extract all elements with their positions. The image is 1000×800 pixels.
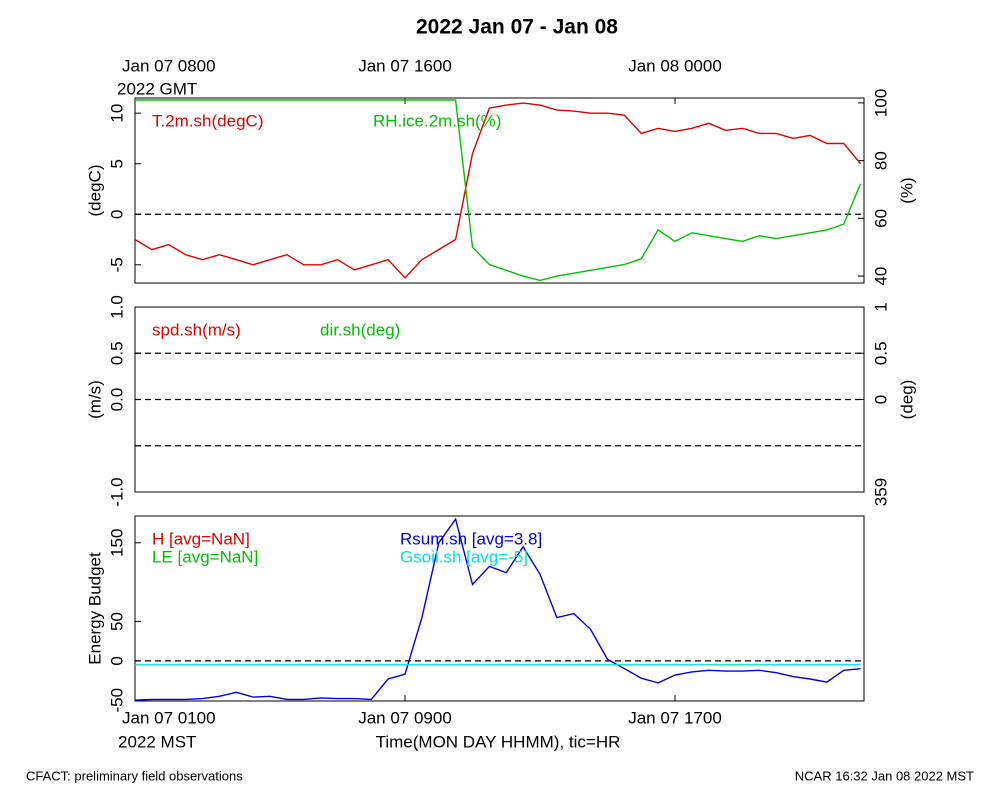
- x2-note: 2022 GMT: [117, 79, 197, 98]
- footer-right: NCAR 16:32 Jan 08 2022 MST: [795, 768, 974, 783]
- x2-tick-label: Jan 07 0800: [122, 56, 216, 75]
- x-tick-label: Jan 07 0900: [358, 708, 452, 727]
- y2-tick-label: 1: [871, 302, 890, 311]
- y-tick-label: 50: [107, 612, 126, 631]
- y-tick-label: 0.5: [107, 341, 126, 365]
- series-line: [134, 517, 861, 701]
- y-tick-label: 0: [107, 210, 126, 219]
- legend-label: Rsum.sh [avg=3.8]: [400, 529, 542, 548]
- y2-tick-label: 359: [871, 478, 890, 506]
- y2-tick-label: 40: [871, 267, 890, 286]
- y2-axis-label: (deg): [897, 380, 916, 420]
- y-tick-label: 1.0: [107, 295, 126, 319]
- plot-frame: [134, 97, 865, 284]
- y-tick-label: 10: [107, 104, 126, 123]
- y-tick-label: -1.0: [107, 477, 126, 506]
- y-tick-label: 150: [107, 529, 126, 557]
- y2-tick-label: 100: [871, 89, 890, 117]
- chart-title: 2022 Jan 07 - Jan 08: [416, 16, 618, 39]
- x-tick-label: Jan 07 0100: [122, 708, 216, 727]
- y2-tick-label: 60: [871, 209, 890, 228]
- legend-label: spd.sh(m/s): [152, 320, 241, 339]
- plot-frame: [134, 515, 865, 702]
- y-tick-label: -50: [107, 688, 126, 713]
- x2-tick-label: Jan 07 1600: [358, 56, 452, 75]
- legend-label: LE [avg=NaN]: [152, 547, 258, 566]
- y-axis-label: Energy Budget: [85, 552, 104, 665]
- y-axis-label: (m/s): [85, 380, 104, 419]
- y-tick-label: -5: [107, 257, 126, 272]
- y2-tick-label: 80: [871, 151, 890, 170]
- legend-label: T.2m.sh(degC): [152, 111, 263, 130]
- x-note: 2022 MST: [118, 732, 196, 751]
- series-line: [134, 102, 862, 279]
- y-axis-label: (degC): [85, 165, 104, 217]
- x2-tick-label: Jan 08 0000: [628, 56, 722, 75]
- y-tick-label: 5: [107, 159, 126, 168]
- y-tick-label: 0.0: [107, 388, 126, 412]
- y-tick-label: 0: [107, 656, 126, 665]
- y2-tick-label: 0.5: [871, 341, 890, 365]
- y2-tick-label: 0: [871, 395, 890, 404]
- footer-left: CFACT: preliminary field observations: [26, 768, 243, 783]
- legend-label: Gsoil.sh [avg=-5]: [400, 547, 528, 566]
- x-axis-label: Time(MON DAY HHMM), tic=HR: [376, 732, 621, 751]
- y2-axis-label: (%): [897, 177, 916, 203]
- legend-label: RH.ice.2m.sh(%): [373, 111, 501, 130]
- legend-label: H [avg=NaN]: [152, 529, 250, 548]
- x-tick-label: Jan 07 1700: [628, 708, 722, 727]
- series-line: [135, 99, 862, 282]
- legend-label: dir.sh(deg): [320, 320, 400, 339]
